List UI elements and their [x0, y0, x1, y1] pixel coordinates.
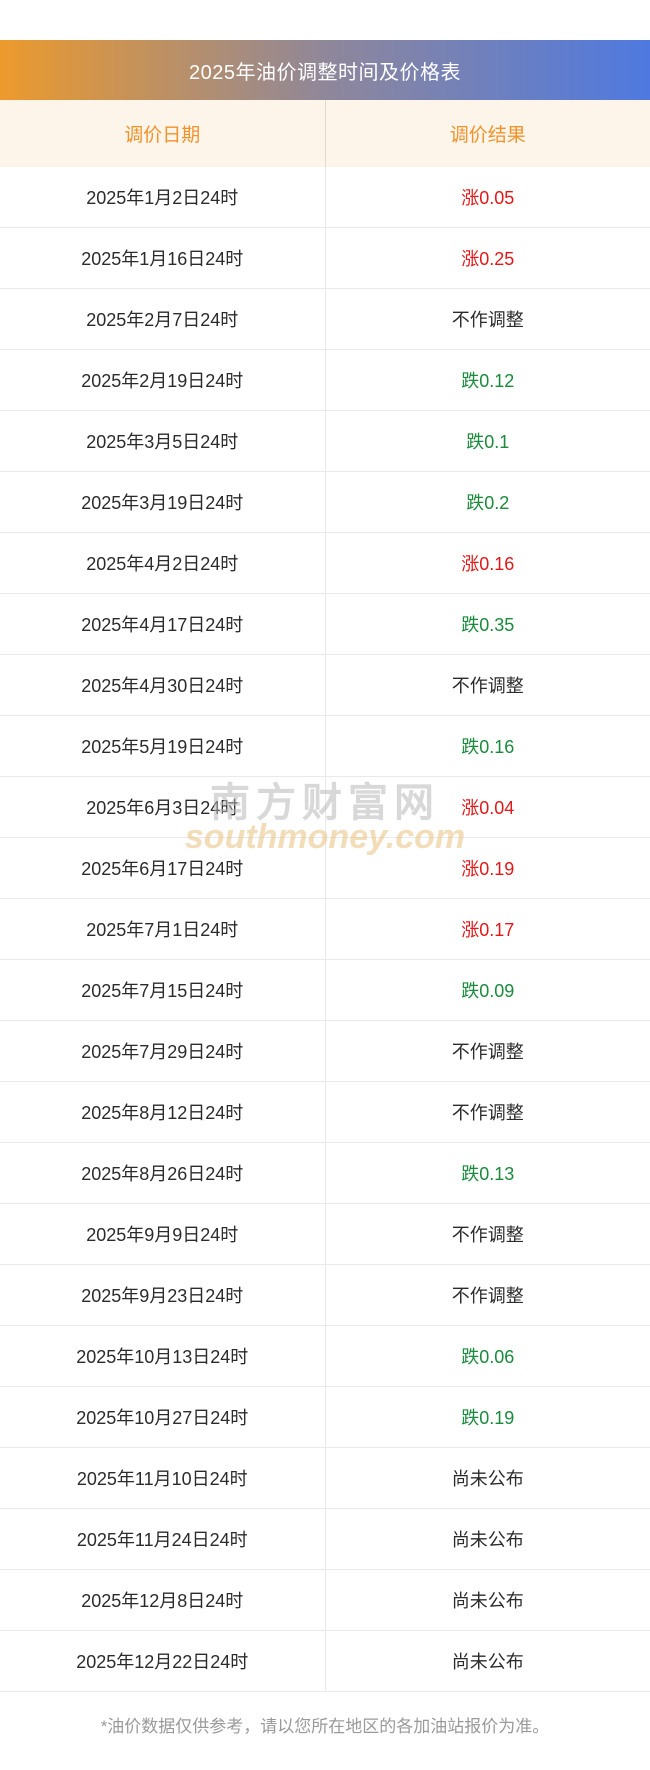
result-cell: 尚未公布	[326, 1570, 650, 1630]
result-cell: 尚未公布	[326, 1448, 650, 1508]
result-cell: 涨0.04	[326, 777, 650, 837]
result-cell: 跌0.35	[326, 594, 650, 654]
table-row: 2025年9月9日24时 不作调整	[0, 1204, 650, 1265]
date-cell: 2025年4月2日24时	[0, 533, 326, 593]
table-title-bar: 2025年油价调整时间及价格表	[0, 40, 650, 100]
date-cell: 2025年7月1日24时	[0, 899, 326, 959]
result-cell: 跌0.06	[326, 1326, 650, 1386]
date-cell: 2025年11月10日24时	[0, 1448, 326, 1508]
result-cell: 不作调整	[326, 1021, 650, 1081]
table-row: 2025年4月17日24时 跌0.35	[0, 594, 650, 655]
date-cell: 2025年7月15日24时	[0, 960, 326, 1020]
date-cell: 2025年3月19日24时	[0, 472, 326, 532]
date-cell: 2025年6月3日24时	[0, 777, 326, 837]
result-cell: 尚未公布	[326, 1509, 650, 1569]
date-cell: 2025年11月24日24时	[0, 1509, 326, 1569]
table-header-row: 调价日期 调价结果	[0, 100, 650, 167]
result-cell: 涨0.16	[326, 533, 650, 593]
result-cell: 涨0.25	[326, 228, 650, 288]
table-row: 2025年4月30日24时 不作调整	[0, 655, 650, 716]
table-row: 2025年12月8日24时 尚未公布	[0, 1570, 650, 1631]
table-row: 2025年7月29日24时 不作调整	[0, 1021, 650, 1082]
date-cell: 2025年4月30日24时	[0, 655, 326, 715]
table-row: 2025年8月12日24时 不作调整	[0, 1082, 650, 1143]
result-cell: 跌0.09	[326, 960, 650, 1020]
date-cell: 2025年9月23日24时	[0, 1265, 326, 1325]
table-row: 2025年1月16日24时 涨0.25	[0, 228, 650, 289]
table-row: 2025年11月10日24时 尚未公布	[0, 1448, 650, 1509]
date-cell: 2025年3月5日24时	[0, 411, 326, 471]
date-cell: 2025年9月9日24时	[0, 1204, 326, 1264]
table-row: 2025年12月22日24时 尚未公布	[0, 1631, 650, 1692]
table-row: 2025年6月17日24时 涨0.19	[0, 838, 650, 899]
table-title: 2025年油价调整时间及价格表	[189, 56, 461, 85]
result-cell: 尚未公布	[326, 1631, 650, 1691]
table-row: 2025年5月19日24时 跌0.16	[0, 716, 650, 777]
result-cell: 不作调整	[326, 655, 650, 715]
date-cell: 2025年2月19日24时	[0, 350, 326, 410]
date-cell: 2025年7月29日24时	[0, 1021, 326, 1081]
table-row: 2025年8月26日24时 跌0.13	[0, 1143, 650, 1204]
footer-note: *油价数据仅供参考，请以您所在地区的各加油站报价为准。	[0, 1692, 650, 1770]
table-row: 2025年10月13日24时 跌0.06	[0, 1326, 650, 1387]
result-cell: 跌0.1	[326, 411, 650, 471]
result-cell: 不作调整	[326, 1204, 650, 1264]
result-cell: 跌0.19	[326, 1387, 650, 1447]
table-row: 2025年6月3日24时 涨0.04	[0, 777, 650, 838]
result-cell: 不作调整	[326, 289, 650, 349]
date-cell: 2025年10月13日24时	[0, 1326, 326, 1386]
date-cell: 2025年1月2日24时	[0, 167, 326, 227]
oil-price-table: 2025年油价调整时间及价格表 调价日期 调价结果 2025年1月2日24时 涨0…	[0, 40, 650, 1692]
result-cell: 跌0.13	[326, 1143, 650, 1203]
result-cell: 不作调整	[326, 1265, 650, 1325]
table-row: 2025年9月23日24时 不作调整	[0, 1265, 650, 1326]
table-row: 2025年2月7日24时 不作调整	[0, 289, 650, 350]
date-cell: 2025年8月26日24时	[0, 1143, 326, 1203]
column-header-result: 调价结果	[326, 100, 650, 167]
oil-price-page: 2025年油价调整时间及价格表 调价日期 调价结果 2025年1月2日24时 涨0…	[0, 0, 650, 1770]
date-cell: 2025年1月16日24时	[0, 228, 326, 288]
result-cell: 涨0.05	[326, 167, 650, 227]
table-row: 2025年2月19日24时 跌0.12	[0, 350, 650, 411]
table-rows-container: 2025年1月2日24时 涨0.05 2025年1月16日24时 涨0.25 2025年…	[0, 167, 650, 1692]
date-cell: 2025年2月7日24时	[0, 289, 326, 349]
date-cell: 2025年4月17日24时	[0, 594, 326, 654]
result-cell: 跌0.16	[326, 716, 650, 776]
result-cell: 涨0.17	[326, 899, 650, 959]
date-cell: 2025年6月17日24时	[0, 838, 326, 898]
table-row: 2025年1月2日24时 涨0.05	[0, 167, 650, 228]
table-row: 2025年3月19日24时 跌0.2	[0, 472, 650, 533]
date-cell: 2025年12月8日24时	[0, 1570, 326, 1630]
table-row: 2025年4月2日24时 涨0.16	[0, 533, 650, 594]
table-row: 2025年10月27日24时 跌0.19	[0, 1387, 650, 1448]
date-cell: 2025年8月12日24时	[0, 1082, 326, 1142]
table-row: 2025年7月1日24时 涨0.17	[0, 899, 650, 960]
result-cell: 涨0.19	[326, 838, 650, 898]
table-row: 2025年7月15日24时 跌0.09	[0, 960, 650, 1021]
table-row: 2025年11月24日24时 尚未公布	[0, 1509, 650, 1570]
date-cell: 2025年5月19日24时	[0, 716, 326, 776]
date-cell: 2025年12月22日24时	[0, 1631, 326, 1691]
table-row: 2025年3月5日24时 跌0.1	[0, 411, 650, 472]
result-cell: 跌0.2	[326, 472, 650, 532]
column-header-date: 调价日期	[0, 100, 326, 167]
result-cell: 跌0.12	[326, 350, 650, 410]
date-cell: 2025年10月27日24时	[0, 1387, 326, 1447]
result-cell: 不作调整	[326, 1082, 650, 1142]
